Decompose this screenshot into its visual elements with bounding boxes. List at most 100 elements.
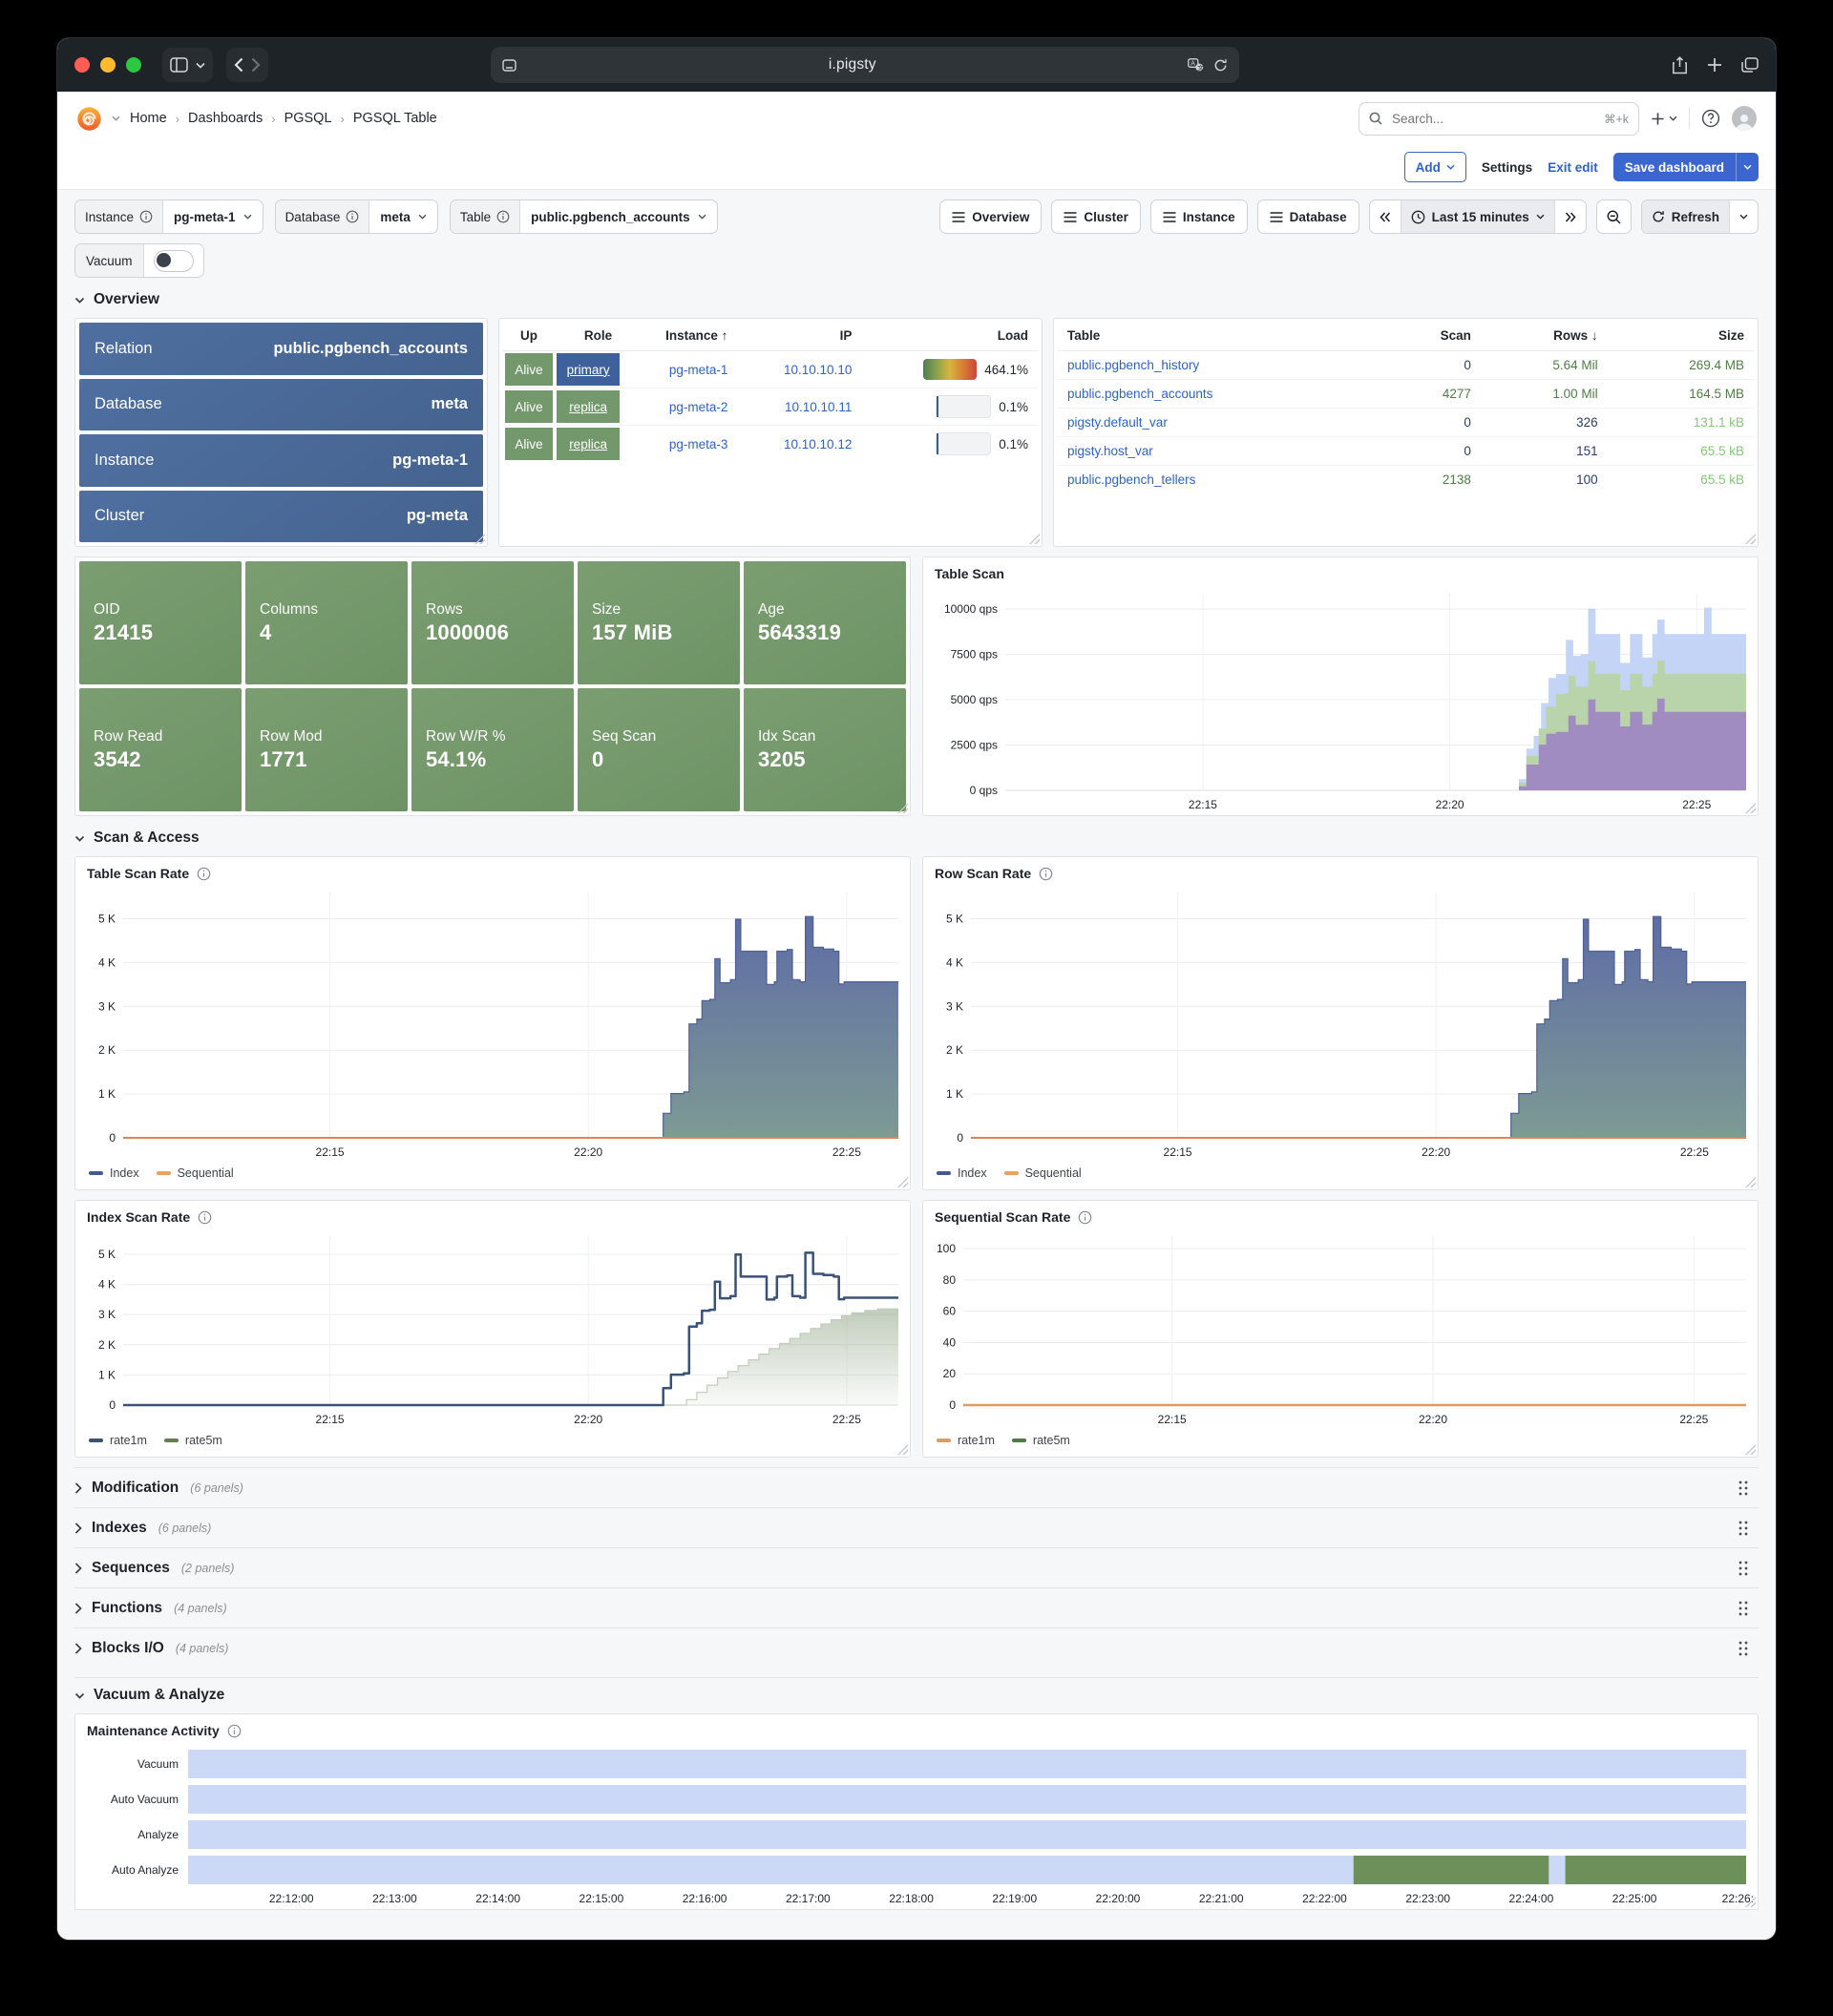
time-shift-back-button[interactable] — [1370, 200, 1401, 233]
minimize-window-button[interactable] — [100, 57, 116, 73]
search-box[interactable]: ⌘+k — [1359, 101, 1639, 136]
reload-icon[interactable] — [1213, 58, 1228, 73]
resize-handle[interactable] — [897, 1444, 908, 1455]
role-badge[interactable]: replica — [557, 428, 621, 460]
table-link[interactable]: pigsty.default_var — [1067, 415, 1168, 430]
zoom-out-button[interactable] — [1595, 200, 1632, 234]
variable-picker-instance[interactable]: Instance pg-meta-1 — [74, 200, 263, 234]
close-window-button[interactable] — [74, 57, 90, 73]
grafana-logo[interactable] — [76, 106, 102, 132]
legend-item[interactable]: rate5m — [1011, 1434, 1070, 1447]
variable-picker-table[interactable]: Table public.pgbench_accounts — [449, 200, 718, 234]
link-button-cluster[interactable]: Cluster — [1051, 200, 1141, 234]
new-menu-button[interactable] — [1651, 112, 1677, 126]
zoom-window-button[interactable] — [126, 57, 141, 73]
info-icon[interactable] — [227, 1724, 242, 1738]
role-link[interactable]: replica — [569, 436, 607, 452]
instance-link[interactable]: pg-meta-2 — [668, 399, 728, 414]
role-badge[interactable]: primary — [557, 353, 621, 386]
info-icon[interactable] — [197, 867, 211, 881]
ip-link[interactable]: 10.10.10.11 — [785, 399, 853, 414]
legend-item[interactable]: rate1m — [937, 1434, 995, 1447]
column-header[interactable]: Size — [1607, 321, 1754, 351]
table-link[interactable]: public.pgbench_history — [1067, 358, 1200, 372]
link-button-instance[interactable]: Instance — [1149, 200, 1248, 234]
link-button-database[interactable]: Database — [1256, 200, 1359, 234]
column-header[interactable]: Instance ↑ — [622, 321, 738, 351]
legend-item[interactable]: Index — [89, 1166, 139, 1180]
section-row-blocks-i-o[interactable]: Blocks I/O (4 panels) — [74, 1628, 1759, 1668]
drag-handle-icon[interactable] — [1738, 1640, 1749, 1656]
tab-overview-icon[interactable] — [1741, 57, 1759, 73]
resize-handle[interactable] — [1745, 534, 1756, 544]
vacuum-toggle[interactable] — [153, 249, 194, 272]
legend-item[interactable]: rate1m — [89, 1434, 147, 1447]
instance-link[interactable]: pg-meta-3 — [668, 436, 728, 452]
section-row-functions[interactable]: Functions (4 panels) — [74, 1587, 1759, 1628]
drag-handle-icon[interactable] — [1738, 1560, 1749, 1576]
page-icon[interactable] — [502, 58, 517, 72]
breadcrumb-item[interactable]: PGSQL — [284, 111, 332, 126]
variable-picker-database[interactable]: Database meta — [274, 200, 438, 234]
resize-handle[interactable] — [897, 803, 908, 813]
section-row-indexes[interactable]: Indexes (6 panels) — [74, 1507, 1759, 1547]
table-link[interactable]: public.pgbench_accounts — [1067, 387, 1213, 401]
resize-handle[interactable] — [1745, 1444, 1756, 1455]
column-header[interactable]: IP — [737, 321, 862, 351]
breadcrumb-item[interactable]: Dashboards — [188, 111, 263, 126]
refresh-interval-chevron-icon[interactable] — [1729, 200, 1758, 233]
table-link[interactable]: pigsty.host_var — [1067, 444, 1153, 458]
legend-item[interactable]: rate5m — [163, 1434, 222, 1447]
time-shift-forward-button[interactable] — [1553, 200, 1586, 233]
breadcrumb-item[interactable]: PGSQL Table — [352, 111, 437, 126]
legend-item[interactable]: Index — [937, 1166, 987, 1180]
ip-link[interactable]: 10.10.10.10 — [784, 362, 853, 377]
legend-item[interactable]: Sequential — [1003, 1166, 1082, 1180]
back-icon[interactable] — [234, 57, 243, 73]
role-link[interactable]: replica — [569, 399, 607, 414]
variable-value[interactable]: meta — [369, 200, 437, 233]
link-button-overview[interactable]: Overview — [939, 200, 1043, 234]
ip-link[interactable]: 10.10.10.12 — [784, 436, 853, 452]
resize-handle[interactable] — [897, 1177, 908, 1187]
variable-value[interactable]: pg-meta-1 — [163, 200, 263, 233]
info-icon[interactable] — [1078, 1210, 1092, 1225]
new-tab-icon[interactable] — [1707, 57, 1722, 73]
drag-handle-icon[interactable] — [1738, 1520, 1749, 1536]
search-input[interactable] — [1390, 110, 1596, 127]
time-range-button[interactable]: Last 15 minutes — [1400, 200, 1554, 233]
column-header[interactable]: Scan — [1381, 321, 1481, 351]
sidebar-toggle-button[interactable] — [162, 48, 213, 82]
org-switcher-chevron-icon[interactable] — [112, 116, 120, 121]
save-dashboard-button[interactable]: Save dashboard — [1612, 153, 1759, 181]
avatar[interactable] — [1732, 106, 1757, 131]
resize-handle[interactable] — [474, 534, 485, 544]
section-vacuum-analyze[interactable]: Vacuum & Analyze — [74, 1677, 1759, 1704]
column-header[interactable]: Rows ↓ — [1480, 321, 1608, 351]
section-overview[interactable]: Overview — [74, 287, 1759, 308]
column-header[interactable]: Table — [1058, 321, 1382, 351]
forward-icon[interactable] — [251, 57, 261, 73]
breadcrumb-item[interactable]: Home — [130, 111, 167, 126]
help-icon[interactable] — [1701, 109, 1720, 128]
column-header[interactable]: Load — [861, 321, 1038, 351]
instance-link[interactable]: pg-meta-1 — [668, 362, 728, 377]
resize-handle[interactable] — [1745, 1177, 1756, 1187]
column-header[interactable]: Role — [555, 321, 622, 351]
role-badge[interactable]: replica — [557, 390, 621, 423]
add-button[interactable]: Add — [1403, 152, 1466, 182]
refresh-button[interactable]: Refresh — [1641, 200, 1729, 233]
save-options-chevron-icon[interactable] — [1736, 153, 1759, 181]
section-scan-access[interactable]: Scan & Access — [74, 826, 1759, 847]
section-row-sequences[interactable]: Sequences (2 panels) — [74, 1547, 1759, 1587]
settings-button[interactable]: Settings — [1481, 159, 1533, 175]
exit-edit-button[interactable]: Exit edit — [1548, 159, 1598, 175]
resize-handle[interactable] — [1029, 534, 1040, 544]
legend-item[interactable]: Sequential — [156, 1166, 234, 1180]
role-link[interactable]: primary — [566, 362, 610, 377]
resize-handle[interactable] — [1745, 803, 1756, 813]
variable-value[interactable]: public.pgbench_accounts — [520, 200, 717, 233]
section-row-modification[interactable]: Modification (6 panels) — [74, 1467, 1759, 1507]
